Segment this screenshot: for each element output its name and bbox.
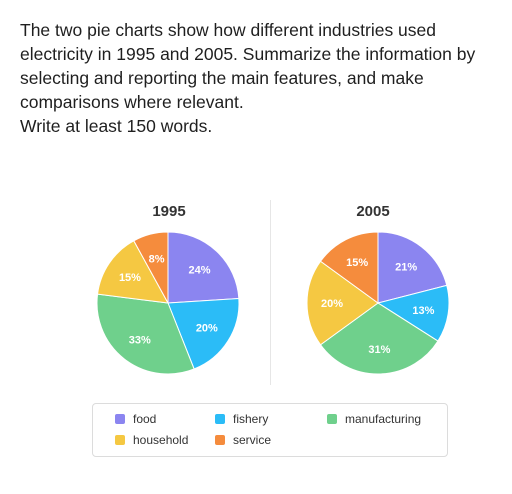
legend-item-food: food [115, 412, 156, 426]
legend-label-service: service [233, 433, 272, 447]
pie-slice-label-service: 15% [346, 257, 368, 269]
pie-slice-manufacturing [319, 302, 439, 375]
legend-swatch-food [115, 414, 125, 424]
task-prompt: The two pie charts show how different in… [20, 18, 500, 138]
legend-item-household: household [115, 433, 188, 447]
pie-slice-fishery [167, 298, 240, 370]
pie-slice-manufacturing [96, 293, 195, 375]
pie-slice-food [167, 231, 240, 304]
legend: food fishery manufacturing household ser… [92, 403, 448, 457]
legend-item-fishery: fishery [215, 412, 268, 426]
pie-slice-food [377, 231, 448, 304]
pie-slice-label-food: 21% [395, 262, 417, 274]
pie-slice-label-household: 15% [119, 272, 141, 284]
legend-label-fishery: fishery [233, 412, 269, 426]
legend-swatch-service [215, 435, 225, 445]
pie-slice-service [133, 231, 169, 304]
pie-chart-2005: 21% 13% 31% 20% 15% [306, 231, 450, 375]
pie-slice-fishery [376, 284, 450, 342]
legend-label-household: household [133, 433, 189, 447]
pie-slice-label-food: 24% [188, 264, 210, 276]
prompt-instruction: Write at least 150 words. [20, 116, 213, 136]
legend-swatch-manufacturing [327, 414, 337, 424]
chart-title-2005: 2005 [356, 203, 390, 220]
pie-slice-label-service: 8% [149, 253, 165, 265]
pie-slice-service [319, 231, 379, 304]
pie-slice-label-manufacturing: 31% [368, 344, 390, 356]
pie-slice-label-manufacturing: 33% [129, 334, 151, 346]
legend-label-food: food [133, 412, 157, 426]
pie-slice-label-fishery: 20% [196, 323, 218, 335]
legend-swatch-fishery [215, 414, 225, 424]
legend-label-manufacturing: manufacturing [345, 412, 422, 426]
pie-chart-1995: 24% 20% 33% 15% 8% [96, 231, 240, 375]
prompt-paragraph: The two pie charts show how different in… [20, 20, 476, 112]
legend-swatch-household [115, 435, 125, 445]
legend-item-manufacturing: manufacturing [327, 412, 421, 426]
chart-divider [270, 200, 271, 385]
pie-slice-label-household: 20% [321, 298, 343, 310]
pie-slice-household [306, 260, 379, 346]
chart-title-1995: 1995 [152, 203, 186, 220]
pie-slice-label-fishery: 13% [412, 305, 434, 317]
pie-slice-household [97, 240, 169, 304]
legend-item-service: service [215, 433, 271, 447]
